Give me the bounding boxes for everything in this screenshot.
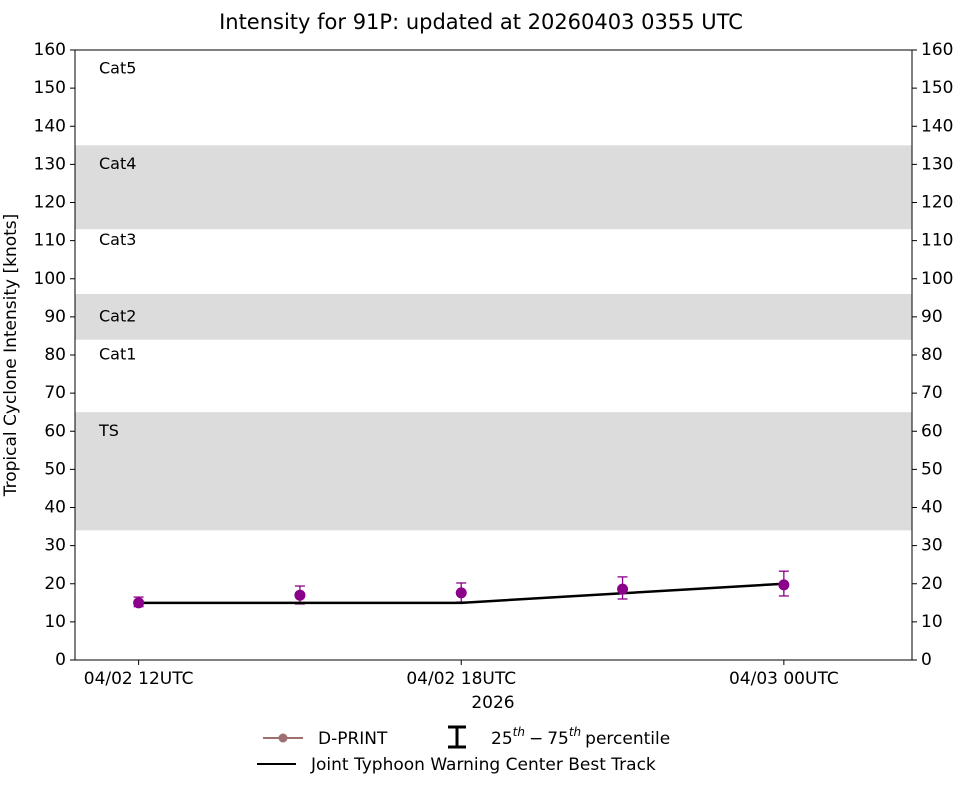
y2-tick-label: 0 (921, 650, 932, 670)
x-tick-label: 04/03 00UTC (729, 669, 839, 689)
y-tick-label: 120 (34, 193, 66, 213)
y-tick-label: 70 (44, 383, 66, 403)
y-tick-label: 60 (44, 421, 66, 441)
y2-tick-label: 70 (921, 383, 943, 403)
dprint-point (455, 587, 467, 599)
x-axis-label: 2026 (471, 693, 514, 713)
chart-title: Intensity for 91P: updated at 20260403 0… (219, 10, 743, 34)
dprint-point (778, 579, 790, 591)
dprint-point (294, 589, 306, 601)
category-band (75, 294, 912, 340)
category-label: Cat1 (99, 345, 136, 364)
plot-frame (74, 49, 913, 661)
y2-tick-label: 120 (921, 193, 953, 213)
y-tick-label: 160 (34, 40, 66, 60)
y2-tick-label: 130 (921, 154, 953, 174)
y-axis-label: Tropical Cyclone Intensity [knots] (1, 214, 21, 498)
category-label: Cat2 (99, 306, 136, 325)
legend-text-part: th (513, 725, 525, 739)
category-label: Cat4 (99, 154, 136, 173)
y-tick-label: 20 (44, 574, 66, 594)
y2-tick-label: 110 (921, 231, 953, 251)
legend-text-part: 25 (491, 729, 513, 749)
y2-tick-label: 10 (921, 612, 943, 632)
y-tick-label: 100 (34, 269, 66, 289)
dprint-point (617, 583, 629, 595)
category-label: TS (98, 421, 119, 440)
y2-tick-label: 150 (921, 78, 953, 98)
legend-text-part: − (529, 729, 543, 749)
y2-tick-label: 60 (921, 421, 943, 441)
legend-label: D-PRINT (318, 729, 388, 749)
y2-tick-label: 40 (921, 498, 943, 518)
legend-text-part: 75 (547, 729, 569, 749)
x-tick-label: 04/02 18UTC (406, 669, 516, 689)
y-tick-label: 50 (44, 459, 66, 479)
y2-tick-label: 140 (921, 116, 953, 136)
dprint-point (133, 597, 145, 609)
y-tick-label: 30 (44, 536, 66, 556)
legend-text-part: th (569, 725, 581, 739)
category-band (75, 145, 912, 230)
y2-tick-label: 90 (921, 307, 943, 327)
y2-tick-label: 50 (921, 459, 943, 479)
y-tick-label: 110 (34, 231, 66, 251)
y-tick-label: 150 (34, 78, 66, 98)
y2-tick-label: 100 (921, 269, 953, 289)
category-label: Cat5 (99, 59, 136, 78)
y-tick-label: 140 (34, 116, 66, 136)
legend-label: Joint Typhoon Warning Center Best Track (310, 755, 656, 775)
y2-tick-label: 160 (921, 40, 953, 60)
y-tick-label: 10 (44, 612, 66, 632)
legend-swatch (448, 725, 466, 749)
y-tick-label: 0 (55, 650, 66, 670)
y2-tick-label: 30 (921, 536, 943, 556)
y-tick-label: 40 (44, 498, 66, 518)
legend-swatch (278, 733, 288, 743)
category-band (75, 412, 912, 531)
y2-tick-label: 20 (921, 574, 943, 594)
x-tick-label: 04/02 12UTC (84, 669, 194, 689)
category-label: Cat3 (99, 230, 136, 249)
y-tick-label: 130 (34, 154, 66, 174)
y-tick-label: 90 (44, 307, 66, 327)
legend-text-part: percentile (585, 729, 670, 749)
legend-label: 25th −75th percentile (491, 725, 670, 750)
y-tick-label: 80 (44, 345, 66, 365)
best-track-line (138, 582, 784, 605)
y2-tick-label: 80 (921, 345, 943, 365)
